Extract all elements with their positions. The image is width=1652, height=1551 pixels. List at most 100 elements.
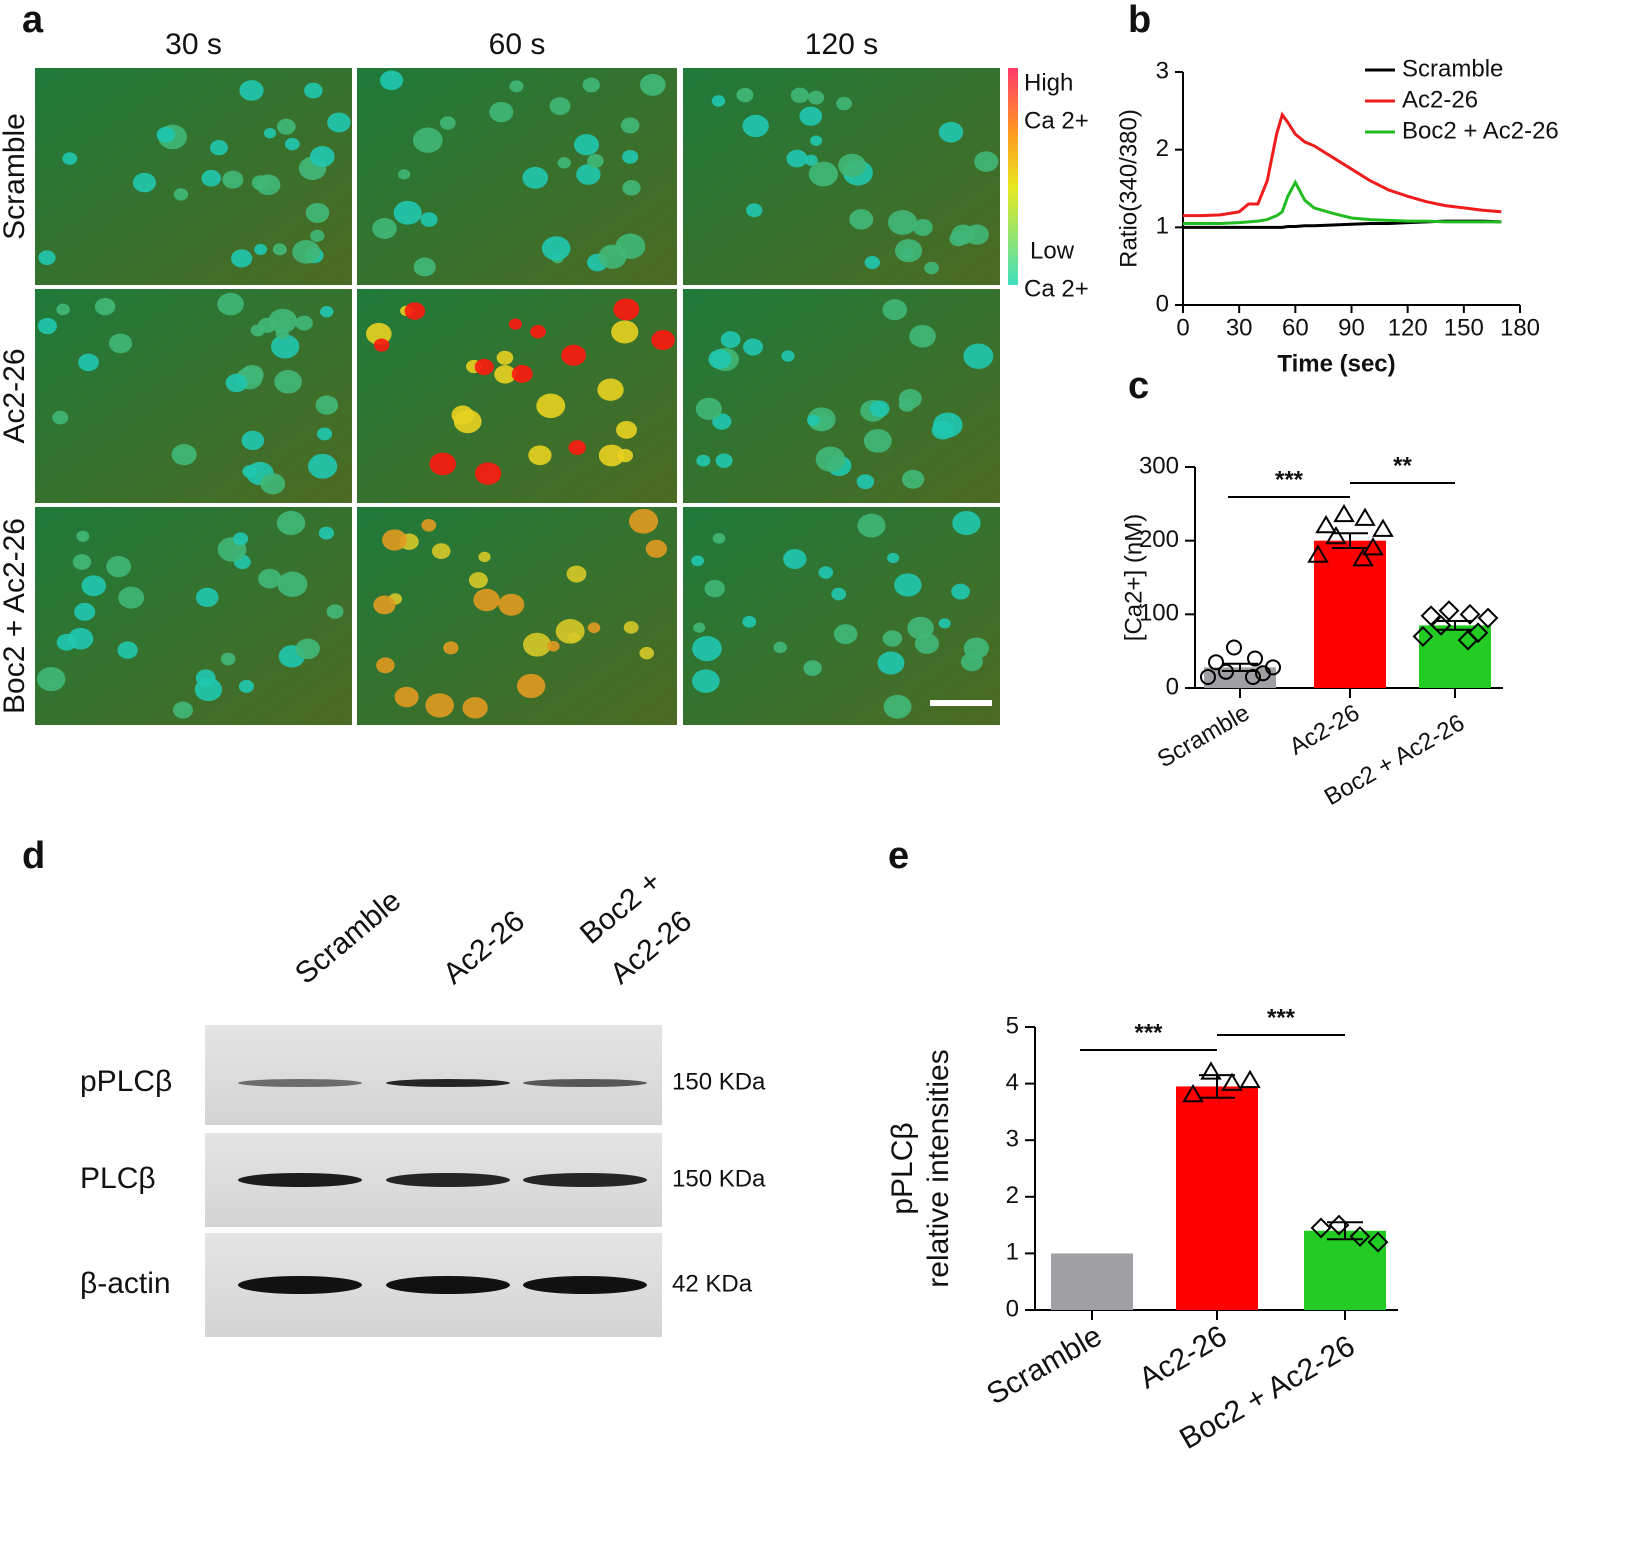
cell — [598, 244, 627, 269]
cell — [639, 73, 666, 96]
cell — [474, 462, 502, 485]
micrograph — [683, 507, 1000, 725]
cell — [431, 543, 451, 560]
error-bar — [1437, 619, 1473, 631]
data-point — [1333, 503, 1355, 523]
data-point — [1438, 600, 1460, 622]
y-tick-label: 300 — [1139, 452, 1179, 479]
cell — [78, 353, 99, 372]
blot-band — [238, 1173, 362, 1187]
blot-size: 150 KDa — [672, 1165, 766, 1192]
cell — [938, 121, 964, 143]
data-point — [1352, 548, 1374, 567]
y-tick-label: 3 — [1156, 57, 1169, 84]
cell — [704, 579, 725, 598]
cell — [894, 239, 923, 263]
cell — [132, 172, 156, 193]
cell — [508, 318, 522, 330]
cell — [598, 444, 625, 467]
x-tick-label: 150 — [1444, 314, 1484, 341]
cell — [173, 188, 189, 201]
cell — [238, 679, 255, 693]
panel-letter: d — [22, 835, 45, 877]
data-point — [1208, 654, 1224, 671]
colorbar — [1008, 68, 1018, 285]
y-tick-label: 100 — [1139, 600, 1179, 627]
cell — [275, 327, 289, 340]
cell — [263, 127, 277, 139]
y-tick-label: 1 — [1006, 1239, 1019, 1266]
cell — [530, 324, 546, 339]
cell — [327, 112, 351, 133]
cell — [118, 586, 145, 609]
data-point — [1457, 629, 1479, 651]
blot-band — [523, 1173, 647, 1187]
cell — [276, 118, 296, 135]
cell — [541, 236, 571, 261]
cell — [611, 320, 639, 344]
cell — [651, 330, 675, 351]
cell — [949, 230, 968, 247]
cell — [790, 87, 809, 104]
cell — [195, 587, 219, 608]
data-point — [1307, 544, 1329, 563]
cell — [736, 87, 754, 103]
cell — [489, 101, 514, 123]
cell — [271, 334, 300, 359]
cell — [258, 568, 282, 589]
cell — [912, 218, 933, 236]
cell — [869, 400, 890, 418]
cell — [318, 526, 335, 540]
x-tick-label: Ac2-26 — [1134, 1319, 1233, 1395]
data-point — [1325, 526, 1347, 545]
bar — [1051, 1253, 1133, 1310]
cell — [711, 95, 726, 107]
cell — [786, 149, 808, 168]
cell — [773, 641, 787, 654]
blot-band — [523, 1276, 647, 1294]
cell — [509, 80, 524, 93]
x-tick-label: Scramble — [981, 1319, 1107, 1411]
cell — [808, 161, 838, 187]
error-bar — [1199, 1074, 1235, 1099]
cell — [326, 604, 344, 619]
cell — [256, 174, 281, 196]
cell — [616, 420, 638, 439]
lane-label: Scramble — [289, 884, 407, 991]
cell — [81, 575, 107, 597]
significance-label: *** — [1267, 1004, 1296, 1031]
cell — [478, 551, 491, 563]
blot-size: 150 KDa — [672, 1068, 766, 1095]
cell — [887, 210, 918, 235]
data-point — [1245, 668, 1261, 685]
cell — [277, 571, 308, 597]
data-point — [1430, 614, 1452, 636]
cell — [404, 302, 426, 320]
cell — [250, 324, 266, 337]
cell — [622, 149, 639, 164]
cell — [864, 255, 881, 270]
cell — [613, 298, 640, 321]
data-point — [1367, 1231, 1389, 1253]
cell — [254, 243, 268, 255]
error-bar — [1222, 662, 1258, 673]
cell — [810, 135, 823, 146]
cell — [496, 350, 514, 365]
cell — [693, 622, 706, 633]
cell — [268, 308, 298, 334]
cell — [857, 513, 886, 538]
data-point — [1362, 537, 1384, 556]
x-tick-label: 0 — [1176, 314, 1189, 341]
cell — [894, 573, 922, 597]
cell — [305, 202, 330, 223]
cell — [808, 90, 825, 105]
cell — [156, 126, 176, 143]
cell — [310, 229, 325, 242]
cell — [742, 615, 757, 628]
cell — [907, 616, 934, 640]
cell — [783, 549, 807, 570]
cell — [117, 641, 138, 659]
cell — [898, 388, 922, 409]
column-header: 30 s — [165, 28, 222, 61]
cell — [56, 303, 70, 316]
